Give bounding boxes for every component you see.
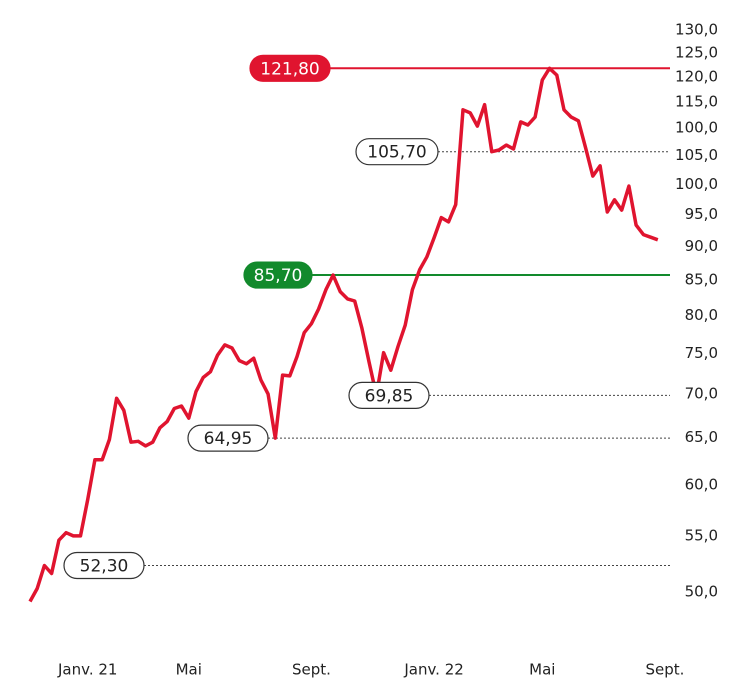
value-pill bbox=[63, 551, 145, 580]
y-tick-label: 50,0 bbox=[685, 582, 718, 600]
x-tick-label: Mai bbox=[176, 661, 202, 679]
x-tick-label: Sept. bbox=[646, 661, 685, 679]
value-pill-label: 85,70 bbox=[254, 266, 303, 286]
value-pill-label: 52,30 bbox=[80, 557, 129, 577]
y-tick-label: 105,0 bbox=[675, 146, 718, 164]
value-pill bbox=[243, 261, 313, 289]
value-pill bbox=[348, 381, 430, 409]
y-tick-label: 55,0 bbox=[685, 526, 718, 544]
y-tick-label: 120,0 bbox=[675, 68, 718, 86]
value-pill-label: 64,95 bbox=[204, 429, 253, 449]
y-tick-label: 115,0 bbox=[675, 93, 718, 111]
value-pill bbox=[187, 424, 269, 452]
value-pill-label: 69,85 bbox=[365, 386, 414, 406]
y-tick-label: 95,0 bbox=[685, 205, 718, 223]
value-pill-label: 121,80 bbox=[260, 59, 319, 79]
price-line bbox=[28, 66, 659, 603]
y-tick-label: 100,0 bbox=[675, 175, 718, 193]
y-tick-label: 130,0 bbox=[675, 20, 718, 38]
y-tick-label: 125,0 bbox=[675, 44, 718, 62]
x-tick-label: Janv. 22 bbox=[403, 661, 463, 679]
y-tick-label: 75,0 bbox=[685, 344, 718, 362]
y-tick-label: 100,0 bbox=[675, 119, 718, 137]
y-tick-label: 65,0 bbox=[685, 428, 718, 446]
y-tick-label: 80,0 bbox=[685, 306, 718, 324]
x-tick-label: Janv. 21 bbox=[57, 661, 117, 679]
y-tick-label: 90,0 bbox=[685, 237, 718, 255]
y-tick-label: 70,0 bbox=[685, 385, 718, 403]
value-pill bbox=[249, 54, 331, 82]
x-tick-label: Mai bbox=[529, 661, 555, 679]
value-pill-label: 105,70 bbox=[367, 143, 426, 163]
value-pill bbox=[355, 138, 439, 166]
x-tick-label: Sept. bbox=[292, 661, 331, 679]
y-tick-label: 60,0 bbox=[685, 475, 718, 493]
y-tick-label: 85,0 bbox=[685, 270, 718, 288]
